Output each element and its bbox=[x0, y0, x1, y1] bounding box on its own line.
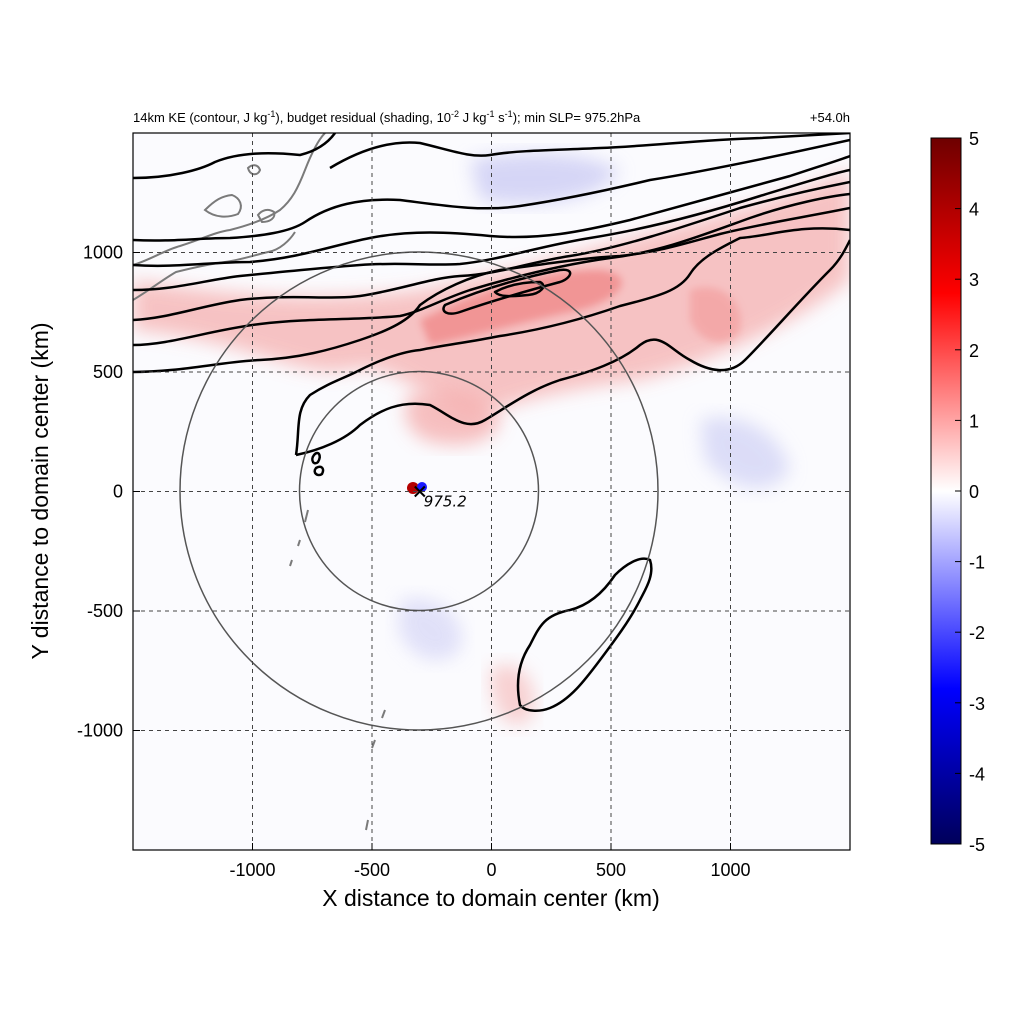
contour-9 bbox=[294, 227, 850, 456]
negative-patch-sw bbox=[398, 598, 462, 661]
chart-title: 14km KE (contour, J kg-1), budget residu… bbox=[133, 109, 641, 125]
range-circle-500km bbox=[298, 370, 540, 612]
contour-6 bbox=[133, 180, 850, 322]
negative-patch-ne bbox=[470, 153, 620, 204]
colorbar-tick-label: 2 bbox=[969, 341, 979, 361]
plot-area: 975.2 bbox=[133, 133, 850, 850]
x-axis-ticks: -1000 -500 0 500 1000 bbox=[229, 843, 751, 880]
contour-1 bbox=[133, 133, 337, 180]
colorbar-tick-label: 5 bbox=[969, 129, 979, 149]
contour-core-loop-inner bbox=[493, 280, 545, 298]
y-tick-label: -1000 bbox=[77, 721, 123, 741]
contour-13 bbox=[516, 557, 653, 712]
y-tick-label: -500 bbox=[87, 601, 123, 621]
x-tick-label: 500 bbox=[596, 860, 626, 880]
x-tick-label: 0 bbox=[486, 860, 496, 880]
colorbar-tick-label: -5 bbox=[969, 835, 985, 855]
colorbar: 5 4 3 2 1 0 -1 -2 -3 -4 -5 bbox=[930, 129, 985, 855]
contour-2 bbox=[329, 133, 850, 170]
y-tick-label: 500 bbox=[93, 362, 123, 382]
range-circle-1000km bbox=[179, 251, 659, 731]
colorbar-ticks: 5 4 3 2 1 0 -1 -2 -3 -4 -5 bbox=[955, 129, 985, 855]
positive-band-core bbox=[420, 270, 622, 345]
time-label: +54.0h bbox=[810, 110, 850, 125]
positive-patch-south bbox=[490, 664, 535, 725]
tc-core-negative bbox=[417, 482, 427, 492]
negative-patch-east bbox=[700, 417, 790, 489]
y-axis-ticks: -1000 -500 0 500 1000 bbox=[77, 243, 140, 741]
y-tick-label: 1000 bbox=[83, 243, 123, 263]
x-tick-label: -1000 bbox=[229, 860, 275, 880]
x-axis-label: X distance to domain center (km) bbox=[322, 885, 659, 911]
colorbar-tick-label: 4 bbox=[969, 200, 979, 220]
colorbar-tick-label: -2 bbox=[969, 623, 985, 643]
colorbar-tick-label: -4 bbox=[969, 764, 985, 784]
contour-3 bbox=[133, 138, 850, 242]
center-pressure-label: 975.2 bbox=[424, 493, 467, 511]
contour-7 bbox=[133, 192, 850, 347]
center-marker bbox=[414, 485, 426, 498]
y-tick-label: 0 bbox=[113, 482, 123, 502]
positive-patch-ne bbox=[690, 287, 741, 343]
colorbar-tick-label: 0 bbox=[969, 482, 979, 502]
contour-5 bbox=[133, 168, 850, 292]
colorbar-tick-label: 3 bbox=[969, 270, 979, 290]
contour-10 bbox=[295, 239, 850, 457]
x-tick-label: 1000 bbox=[710, 860, 750, 880]
colorbar-tick-label: -3 bbox=[969, 694, 985, 714]
colorbar-tick-label: -1 bbox=[969, 553, 985, 573]
contour-11 bbox=[311, 451, 321, 465]
ke-contours bbox=[133, 133, 850, 712]
y-axis-label: Y distance to domain center (km) bbox=[27, 322, 53, 659]
contour-12 bbox=[313, 465, 325, 477]
x-tick-label: -500 bbox=[354, 860, 390, 880]
contour-4 bbox=[133, 154, 850, 268]
contour-core-loop bbox=[442, 268, 572, 315]
colorbar-tick-label: 1 bbox=[969, 411, 979, 431]
contour-8 bbox=[133, 206, 850, 374]
